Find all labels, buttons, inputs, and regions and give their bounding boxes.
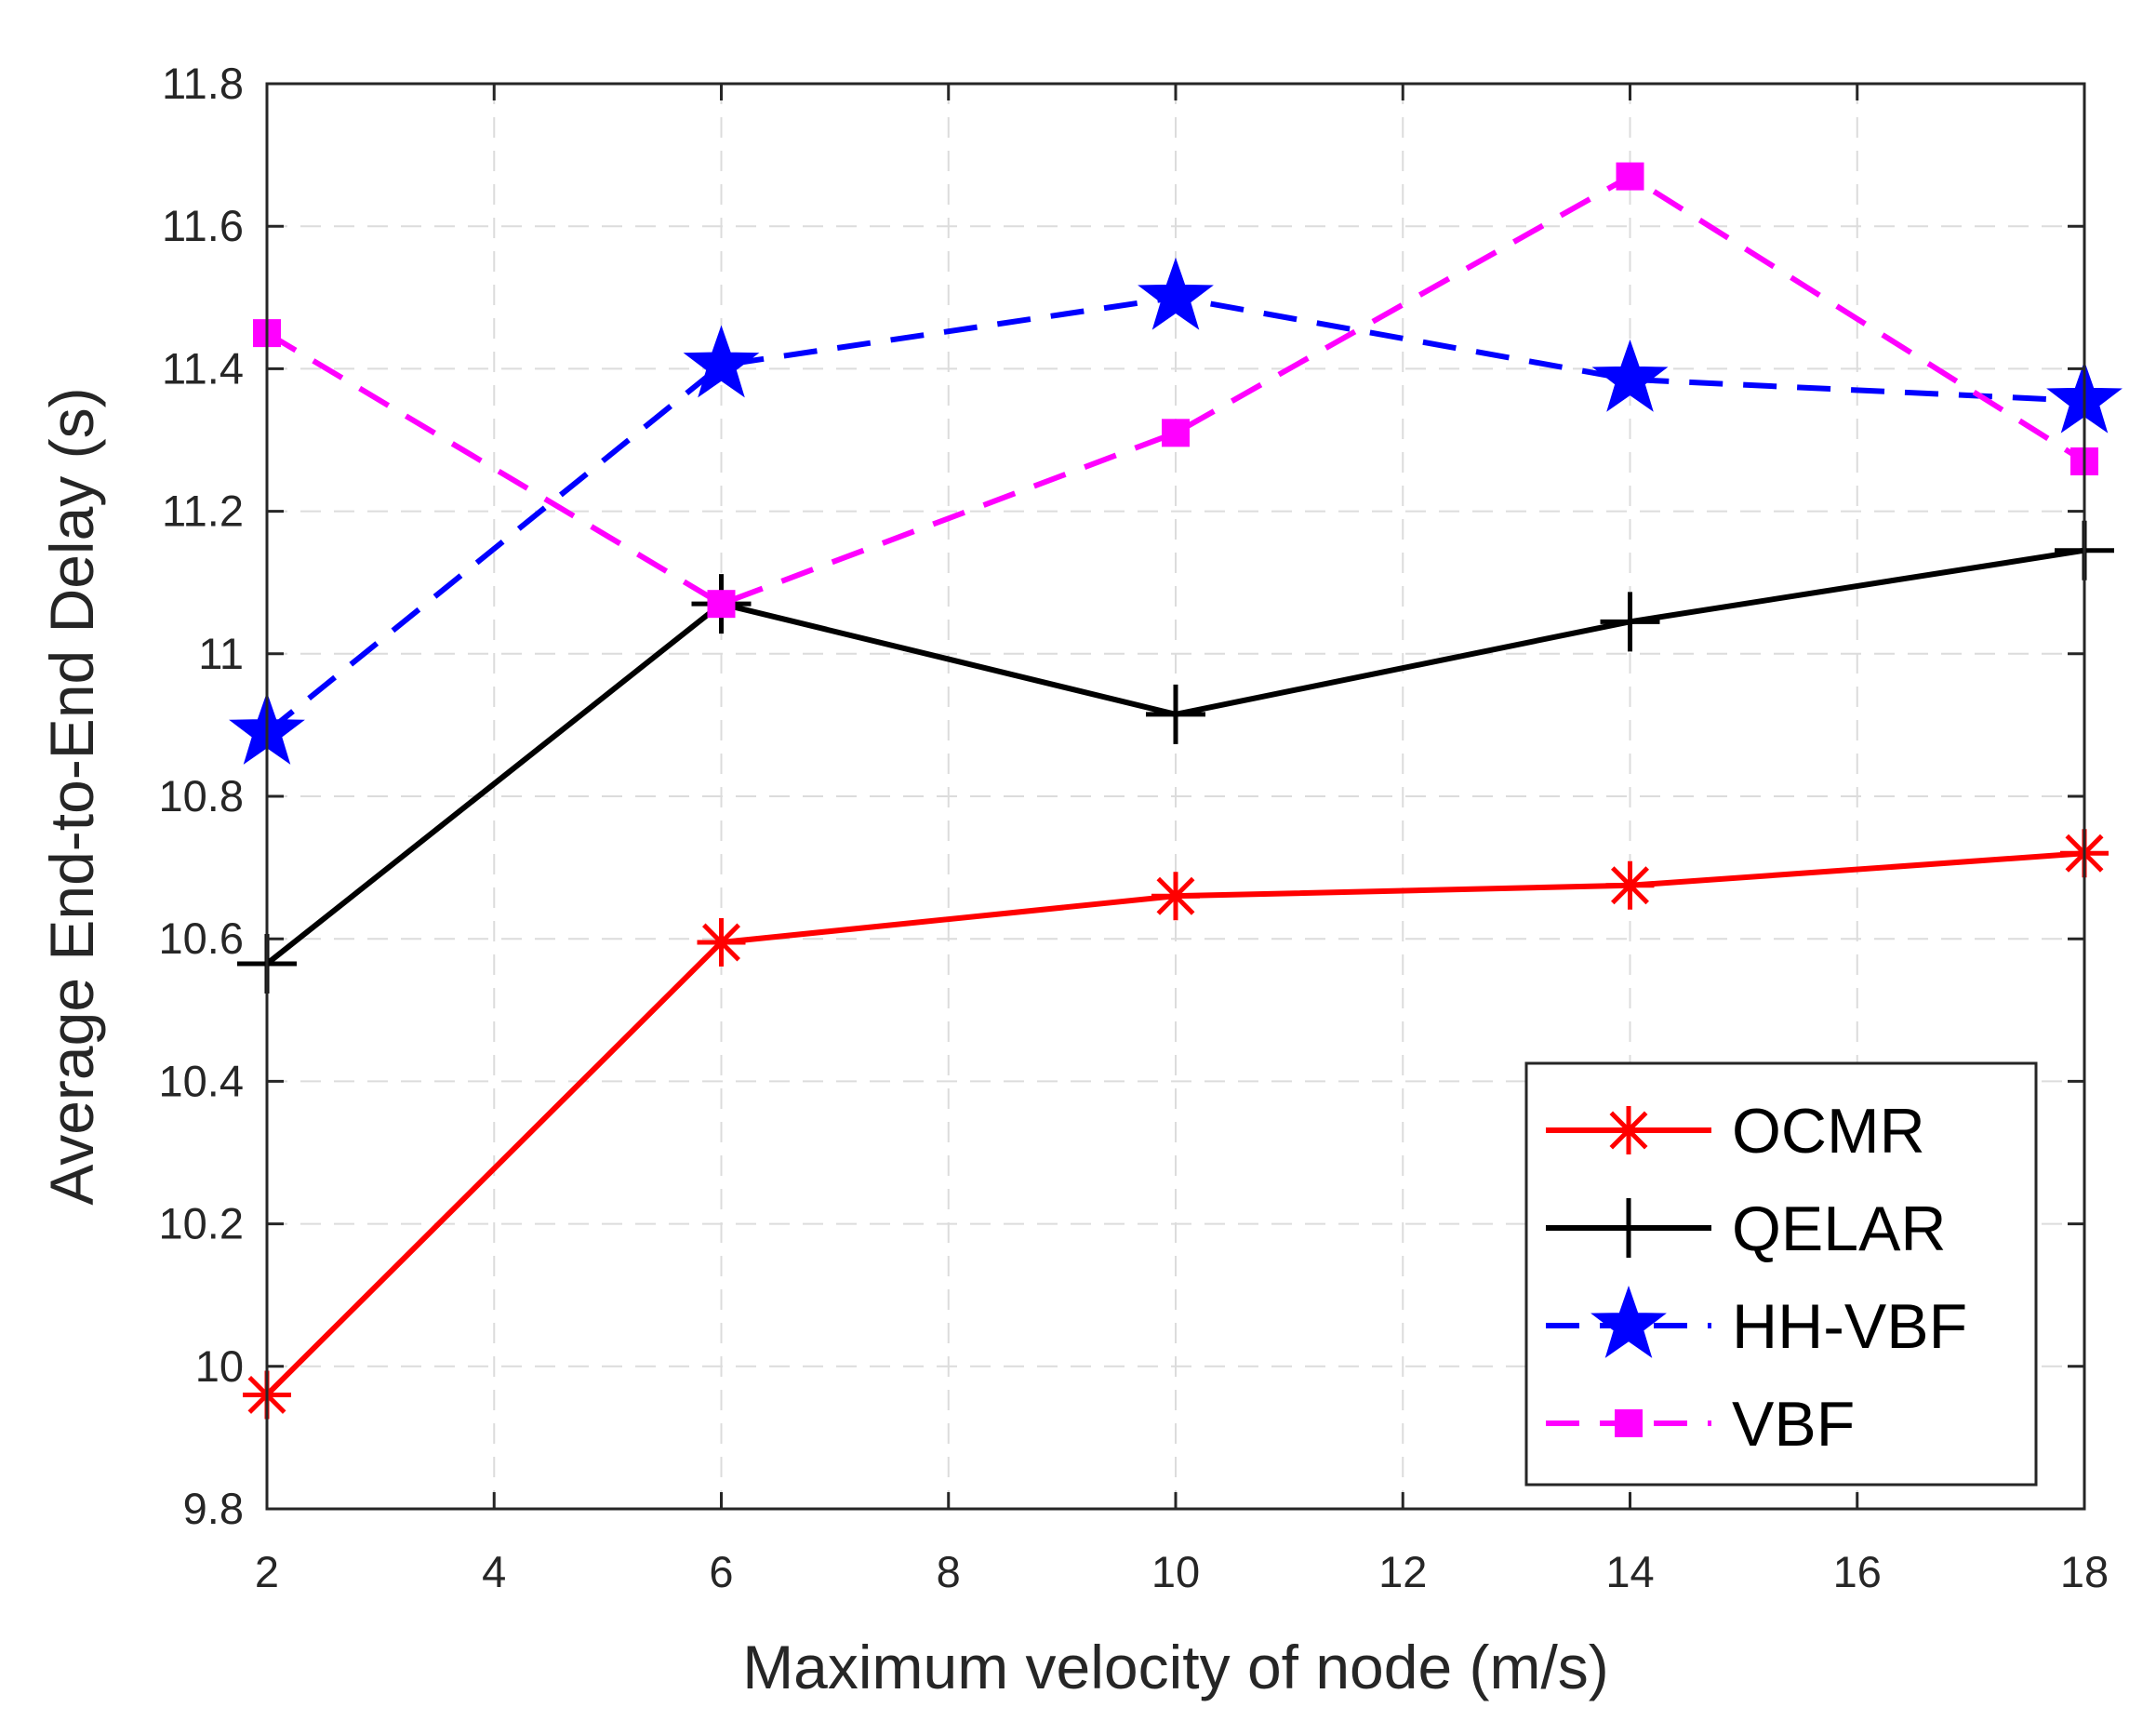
data-point-qelar xyxy=(1600,592,1660,652)
series-line-vbf xyxy=(265,173,2086,607)
x-tick-label: 14 xyxy=(1605,1547,1654,1596)
y-tick-label: 10.8 xyxy=(159,771,244,820)
y-tick-label: 11 xyxy=(198,629,244,678)
data-point-ocmr xyxy=(1605,860,1655,910)
data-point-ocmr xyxy=(697,918,746,967)
data-point-ocmr xyxy=(1151,872,1200,921)
legend-item-hh-vbf: HH-VBF xyxy=(1546,1285,1967,1362)
data-point-vbf xyxy=(707,590,736,619)
y-tick-label: 11.2 xyxy=(162,487,244,536)
x-tick-label: 4 xyxy=(482,1547,506,1596)
y-tick-labels: 9.8 10 10.2 10.4 10.6 10.8 11 11.2 11.4 11.6 11.8 xyxy=(159,59,244,1533)
y-tick-label: 10.6 xyxy=(159,914,244,963)
legend-label-qelar: QELAR xyxy=(1732,1194,1947,1264)
x-tick-label: 10 xyxy=(1151,1547,1200,1596)
legend-label-ocmr: OCMR xyxy=(1732,1096,1925,1167)
legend-label-vbf: VBF xyxy=(1732,1389,1855,1460)
y-tick-label: 10.2 xyxy=(159,1199,244,1248)
x-tick-label: 18 xyxy=(2060,1547,2109,1596)
legend-marker-vbf xyxy=(1615,1409,1643,1437)
legend-marker-ocmr xyxy=(1604,1106,1653,1154)
y-axis-title: Average End-to-End Delay (s) xyxy=(37,387,106,1205)
x-tick-label: 16 xyxy=(1833,1547,1882,1596)
legend-box xyxy=(1524,1061,2038,1487)
y-tick-label: 9.8 xyxy=(183,1484,244,1533)
x-tick-labels: 2 4 6 8 10 12 14 16 18 xyxy=(255,1547,2109,1596)
legend-marker-hh-vbf xyxy=(1590,1285,1667,1358)
data-point-hh-vbf xyxy=(683,325,760,398)
x-tick-label: 6 xyxy=(709,1547,733,1596)
data-point-vbf xyxy=(1162,419,1190,447)
x-tick-label: 2 xyxy=(255,1547,279,1596)
legend-item-qelar: QELAR xyxy=(1546,1194,1947,1264)
legend-label-hh-vbf: HH-VBF xyxy=(1732,1291,1967,1362)
x-axis-title: Maximum velocity of node (m/s) xyxy=(742,1633,1609,1701)
y-tick-label: 11.8 xyxy=(162,59,244,108)
axis-ticks xyxy=(265,82,2086,1511)
legend-item-ocmr: OCMR xyxy=(1546,1096,1925,1167)
x-tick-label: 12 xyxy=(1378,1547,1427,1596)
y-tick-label: 10.4 xyxy=(159,1056,244,1105)
legend: OCMR QELAR HH-VBF VBF xyxy=(1524,1061,2038,1487)
legend-marker-qelar xyxy=(1599,1198,1658,1258)
data-point-hh-vbf xyxy=(1591,339,1669,412)
x-tick-label: 8 xyxy=(937,1547,961,1596)
y-tick-label: 11.6 xyxy=(162,201,244,250)
data-point-vbf xyxy=(1616,162,1644,191)
legend-item-vbf: VBF xyxy=(1546,1389,1855,1460)
y-tick-label: 11.4 xyxy=(162,343,244,393)
y-tick-label: 10 xyxy=(195,1341,244,1391)
data-point-qelar xyxy=(1146,684,1205,744)
data-point-hh-vbf xyxy=(1138,257,1214,330)
